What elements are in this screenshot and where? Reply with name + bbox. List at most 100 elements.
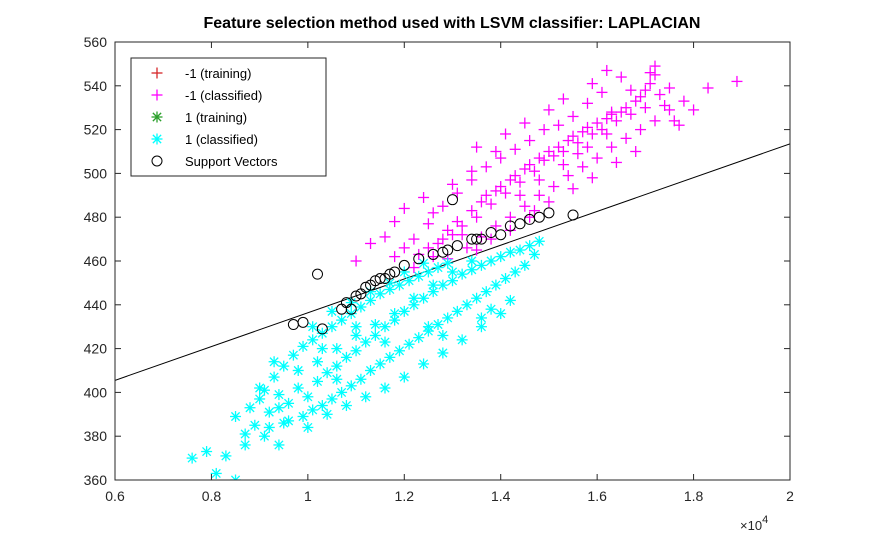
data-point: [567, 130, 579, 142]
data-point: [239, 439, 251, 451]
data-point: [287, 319, 299, 331]
data-point: [336, 386, 348, 398]
data-point: [437, 329, 449, 341]
data-point: [471, 244, 483, 256]
data-point: [345, 308, 357, 320]
data-point: [620, 102, 632, 114]
data-point: [355, 301, 367, 313]
data-point: [360, 336, 372, 348]
data-point: [524, 135, 536, 147]
data-point: [451, 187, 463, 199]
data-point: [490, 185, 502, 197]
data-point: [456, 229, 468, 241]
data-point: [466, 255, 478, 267]
data-point: [668, 115, 680, 127]
data-point: [278, 360, 290, 372]
y-tick-label: 400: [84, 384, 108, 400]
data-point: [610, 115, 622, 127]
x-tick-label: 2: [786, 488, 794, 504]
legend: -1 (training) -1 (classified) 1 (training)…: [130, 57, 327, 177]
data-point: [422, 321, 434, 333]
data-point: [553, 119, 565, 131]
data-point: [340, 351, 352, 363]
data-point: [326, 321, 338, 333]
data-point: [553, 141, 565, 153]
data-point: [345, 380, 357, 392]
data-point: [369, 319, 381, 331]
data-point: [345, 303, 357, 315]
data-point: [644, 78, 656, 90]
data-point: [374, 288, 386, 300]
data-point: [582, 97, 593, 109]
data-point: [475, 233, 487, 245]
data-point: [495, 229, 507, 241]
data-point: [258, 430, 270, 442]
data-point: [625, 84, 637, 96]
data-point: [254, 382, 266, 394]
data-point: [437, 200, 449, 212]
legend-marker: [151, 111, 163, 123]
data-point: [201, 446, 213, 458]
data-point: [283, 415, 295, 427]
data-point: [543, 104, 555, 116]
data-point: [635, 124, 647, 136]
data-point: [678, 95, 690, 107]
data-point: [490, 220, 502, 232]
data-point: [316, 400, 328, 412]
data-point: [663, 104, 675, 116]
x-tick-label: 0.6: [105, 488, 125, 504]
data-point: [283, 397, 295, 409]
data-point: [644, 67, 656, 79]
data-point: [239, 428, 251, 440]
data-point: [673, 119, 685, 131]
data-point: [475, 312, 487, 324]
data-point: [413, 332, 425, 344]
data-point: [437, 347, 449, 359]
data-point: [292, 365, 304, 376]
data-point: [398, 371, 410, 383]
data-point: [635, 91, 647, 103]
data-point: [447, 229, 458, 241]
data-point: [321, 367, 333, 379]
data-point: [379, 382, 391, 394]
data-point: [292, 382, 304, 394]
data-point: [350, 321, 362, 333]
data-point: [451, 240, 463, 252]
chart-title: Feature selection method used with LSVM …: [204, 15, 701, 32]
data-point: [533, 189, 545, 201]
data-point: [273, 439, 285, 451]
data-point: [302, 391, 314, 403]
data-point: [509, 170, 521, 182]
data-point: [538, 154, 550, 166]
data-point: [649, 115, 661, 127]
data-point: [495, 152, 507, 164]
data-point: [586, 172, 598, 184]
legend-box: [130, 57, 327, 177]
data-point: [490, 146, 502, 157]
data-point: [601, 64, 613, 76]
data-point: [447, 178, 458, 190]
data-point: [418, 292, 430, 304]
data-point: [480, 286, 492, 298]
legend-marker: [151, 133, 163, 145]
legend-entry: 1 (classified): [151, 132, 258, 147]
data-point: [442, 257, 454, 269]
data-point: [548, 181, 560, 193]
data-point: [230, 474, 242, 480]
data-point: [278, 417, 290, 429]
data-point: [249, 419, 261, 431]
data-point: [389, 216, 401, 228]
data-point: [461, 242, 473, 254]
data-point: [442, 244, 454, 256]
data-point: [437, 279, 449, 291]
data-point: [485, 198, 497, 210]
legend-entry: 1 (training): [151, 110, 247, 125]
data-point: [389, 251, 401, 263]
series-circle: [287, 194, 579, 335]
x-tick-label: 1.4: [491, 488, 511, 504]
data-point: [533, 152, 545, 164]
data-point: [369, 329, 381, 341]
data-point: [418, 191, 430, 203]
data-point: [601, 128, 613, 140]
